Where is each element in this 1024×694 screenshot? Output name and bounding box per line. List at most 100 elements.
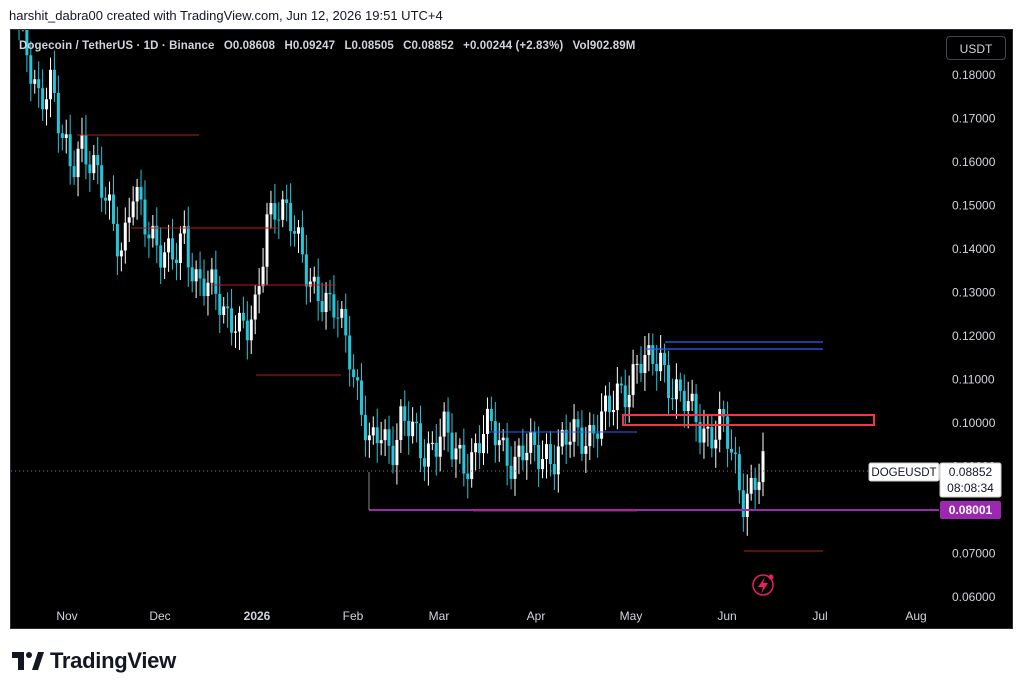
price-axis-label: 0.07000 bbox=[952, 547, 996, 561]
candle-body bbox=[171, 238, 175, 260]
candle-body bbox=[340, 308, 344, 318]
candle-body bbox=[123, 222, 127, 251]
candle-body bbox=[56, 93, 60, 134]
candle-body bbox=[230, 308, 234, 333]
time-axis-label: May bbox=[620, 609, 643, 623]
candle-body bbox=[356, 377, 360, 381]
time-axis-label: Jun bbox=[717, 609, 736, 623]
candle-body bbox=[159, 245, 163, 268]
brand-name: TradingView bbox=[50, 648, 176, 673]
candle-body bbox=[501, 437, 505, 441]
candle-body bbox=[147, 234, 151, 239]
candle-body bbox=[348, 335, 352, 370]
candle-body bbox=[237, 312, 241, 332]
candle-body bbox=[552, 464, 556, 475]
candle-body bbox=[155, 225, 159, 246]
candle-body bbox=[383, 429, 387, 441]
candle-body bbox=[438, 436, 442, 457]
lightning-icon bbox=[752, 574, 774, 596]
candle-body bbox=[25, 30, 29, 56]
candle-body bbox=[682, 390, 686, 412]
candle-body bbox=[489, 408, 493, 422]
candle-body bbox=[627, 395, 631, 408]
candle-body bbox=[119, 250, 123, 257]
currency-button[interactable]: USDT bbox=[946, 36, 1006, 60]
candle-body bbox=[497, 440, 501, 446]
price-axis-label: 0.18000 bbox=[952, 68, 996, 82]
candle-body bbox=[493, 421, 497, 446]
candle-body bbox=[84, 134, 88, 165]
candle-body bbox=[324, 292, 328, 313]
candle-body bbox=[722, 409, 726, 417]
time-axis-label: Jul bbox=[812, 609, 827, 623]
candle-body bbox=[210, 269, 214, 283]
candle-body bbox=[186, 226, 190, 268]
candle-body bbox=[611, 410, 615, 413]
candle-body bbox=[222, 306, 226, 315]
candle-body bbox=[647, 345, 651, 356]
candle-body bbox=[517, 445, 521, 457]
candle-body bbox=[623, 385, 627, 408]
symbol-tag-label: DOGEUSDT bbox=[871, 467, 936, 479]
low-value: L0.08505 bbox=[344, 40, 394, 52]
price-axis-label: 0.17000 bbox=[952, 112, 996, 126]
support-price-label: 0.08001 bbox=[949, 503, 993, 517]
time-axis-label: Nov bbox=[56, 609, 77, 623]
open-value: O0.08608 bbox=[223, 40, 276, 52]
price-chart[interactable]: 0.18000 0.17000 0.16000 0.15000 0.14000 0.130… bbox=[11, 30, 1013, 629]
candle-body bbox=[367, 435, 371, 441]
candle-body bbox=[466, 473, 470, 480]
support-price-tag bbox=[940, 501, 1001, 519]
candle-body bbox=[387, 429, 391, 446]
tradingview-logo-icon bbox=[12, 652, 44, 670]
symbol-legend: Dogecoin / TetherUS · 1D · Binance O0.08… bbox=[19, 40, 641, 52]
time-axis-label: Dec bbox=[149, 609, 170, 623]
price-axis-label: 0.15000 bbox=[952, 199, 996, 213]
candle-body bbox=[269, 203, 273, 215]
candle-body bbox=[277, 219, 281, 221]
candle-body bbox=[48, 69, 52, 100]
candle-body bbox=[249, 319, 253, 341]
candle-body bbox=[714, 439, 718, 449]
time-axis-label: 2026 bbox=[244, 609, 271, 623]
candle-body bbox=[399, 406, 403, 440]
candle-body bbox=[643, 355, 647, 374]
time-axis-label: Apr bbox=[527, 609, 546, 623]
chart-panel[interactable]: 0.18000 0.17000 0.16000 0.15000 0.14000 0.130… bbox=[10, 29, 1013, 629]
candle-body bbox=[663, 352, 667, 366]
candle-body bbox=[332, 294, 336, 318]
candle-body bbox=[391, 445, 395, 466]
current-price-label: 0.08852 bbox=[949, 465, 993, 479]
candle-body bbox=[194, 269, 198, 282]
candle-body bbox=[115, 223, 119, 257]
candle-body bbox=[190, 267, 194, 282]
change-value: +0.00244 (+2.83%) bbox=[463, 40, 564, 52]
candle-body bbox=[580, 427, 584, 454]
candle-body bbox=[619, 383, 623, 386]
current-price-tag bbox=[939, 462, 1002, 498]
candle-body bbox=[678, 379, 682, 391]
candle-body bbox=[92, 155, 96, 174]
candle-body bbox=[52, 69, 56, 94]
candle-body bbox=[639, 363, 643, 374]
candle-body bbox=[37, 79, 41, 89]
candle-body bbox=[548, 444, 552, 465]
candle-body bbox=[607, 395, 611, 413]
candle-body bbox=[214, 269, 218, 294]
candle-body bbox=[482, 433, 486, 454]
candle-body bbox=[178, 233, 182, 264]
countdown-label: 08:08:34 bbox=[947, 481, 994, 495]
price-axis-label: 0.12000 bbox=[952, 329, 996, 343]
candle-body bbox=[426, 443, 430, 467]
candle-body bbox=[733, 452, 737, 455]
candle-body bbox=[415, 421, 419, 424]
candle-body bbox=[434, 442, 438, 457]
candle-body bbox=[442, 411, 446, 437]
candle-body bbox=[702, 428, 706, 443]
candle-body bbox=[285, 199, 289, 203]
candle-body bbox=[167, 238, 171, 253]
candle-body bbox=[352, 369, 356, 378]
candle-body bbox=[544, 444, 548, 460]
candle-body bbox=[135, 186, 139, 202]
candle-body bbox=[615, 383, 619, 411]
